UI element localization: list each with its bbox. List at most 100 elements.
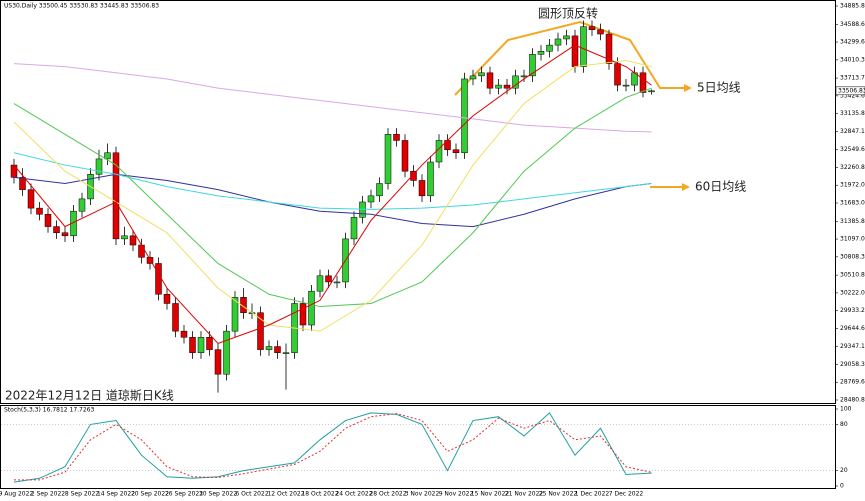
- candle-body: [257, 312, 264, 350]
- annotation: 60日均线: [695, 180, 746, 194]
- candle-body: [495, 84, 502, 89]
- y-tick-label: 31972.00: [840, 182, 865, 189]
- candle-body: [172, 303, 179, 332]
- candle-body: [325, 275, 332, 283]
- y-tick-label: 29933.25: [840, 307, 865, 314]
- candle-body: [410, 170, 417, 181]
- y-tick-label: 31097.00: [840, 236, 865, 243]
- x-tick-label: 9 Nov 2022: [439, 491, 474, 498]
- candle-body: [367, 195, 375, 203]
- candle-body: [197, 337, 205, 353]
- candle-body: [529, 54, 536, 77]
- arrow-head: [684, 84, 692, 92]
- y-tick-label: 33135.85: [840, 110, 865, 117]
- x-tick-label: 6 Oct 2022: [235, 491, 268, 498]
- candle-body: [520, 75, 528, 78]
- candle-body: [189, 337, 196, 353]
- candle-body: [299, 303, 307, 326]
- x-tick-label: 25 Nov 2022: [539, 491, 578, 498]
- x-tick-label: 3 Nov 2022: [405, 491, 440, 498]
- y-tick-label: 29347.10: [840, 343, 865, 350]
- candle-body: [563, 35, 570, 40]
- candle-body: [648, 90, 655, 93]
- series-line: [14, 413, 652, 481]
- candle-body: [418, 180, 426, 197]
- y-tick-label: 32847.10: [840, 128, 865, 135]
- candle-body: [503, 84, 511, 89]
- series-line: [13, 63, 652, 133]
- x-tick-label: 28 Oct 2022: [369, 491, 406, 498]
- series-line: [13, 173, 652, 228]
- candle-body: [240, 297, 247, 313]
- x-tick-label: 14 Sep 2022: [97, 491, 135, 498]
- candle-body: [333, 281, 341, 284]
- candle-body: [155, 263, 162, 295]
- arrow-head: [682, 183, 690, 191]
- candle-body: [44, 214, 52, 227]
- annotation: 2022年12月12日 道琼斯日K线: [5, 388, 174, 403]
- candle-body: [265, 346, 273, 350]
- candle-body: [384, 134, 392, 184]
- x-tick-label: 21 Nov 2022: [505, 491, 544, 498]
- candle-body: [427, 161, 434, 197]
- candle-body: [61, 232, 69, 237]
- candle-body: [36, 207, 43, 215]
- price-label: 33506.83: [838, 87, 865, 94]
- candle-body: [622, 84, 630, 87]
- x-tick-label: 12 Oct 2022: [267, 491, 304, 498]
- candle-body: [53, 226, 60, 233]
- x-tick-label: 20 Sep 2022: [131, 491, 169, 498]
- candle-body: [461, 78, 468, 154]
- y-tick-label: 34885.85: [840, 3, 865, 10]
- x-tick-label: 24 Oct 2022: [335, 491, 372, 498]
- candle-body: [478, 72, 485, 77]
- y-tick-label: 30510.85: [840, 272, 865, 279]
- candle-body: [19, 177, 26, 190]
- y-tick-label: 80: [840, 421, 848, 428]
- series-line: [13, 87, 652, 308]
- candle-body: [546, 44, 553, 52]
- y-tick-label: 28769.60: [840, 379, 865, 386]
- series-line: [13, 44, 652, 345]
- candle-body: [274, 346, 281, 353]
- x-tick-label: 8 Sep 2022: [65, 491, 99, 498]
- candle-body: [580, 26, 587, 67]
- y-tick-label: 32549.60: [840, 146, 865, 153]
- arc-arrow: [454, 20, 688, 96]
- candle-body: [469, 75, 477, 80]
- series-line: [13, 59, 652, 332]
- series-line: [13, 412, 652, 483]
- annotation-arrows: [454, 20, 692, 191]
- y-tick-label: 28480.85: [840, 397, 865, 404]
- price-box: [835, 86, 865, 96]
- x-tick-label: 15 Nov 2022: [471, 491, 510, 498]
- candle-body: [605, 33, 613, 64]
- y-tick-label: 34010.35: [840, 56, 865, 63]
- y-tick-label: 34588.65: [840, 21, 865, 28]
- candle-body: [376, 183, 383, 197]
- candle-body: [512, 75, 519, 89]
- y-tick-label: 100: [840, 406, 852, 413]
- candle-body: [308, 290, 315, 326]
- candle-body: [27, 189, 35, 209]
- candle-body: [214, 349, 222, 375]
- candle-body: [588, 26, 596, 30]
- y-tick-label: 29644.60: [840, 325, 865, 332]
- candle-body: [614, 63, 621, 86]
- x-tick-label: 26 Sep 2022: [165, 491, 203, 498]
- candle-body: [138, 244, 145, 258]
- y-tick-label: 20: [840, 467, 848, 474]
- y-tick-label: 0: [840, 483, 844, 490]
- candle-body: [78, 198, 86, 212]
- candle-body: [231, 297, 239, 332]
- y-tick-label: 31385.80: [840, 218, 865, 225]
- x-tick-label: 7 Dec 2022: [609, 491, 644, 498]
- candle-body: [452, 149, 460, 154]
- x-tick-label: 29 Aug 2022: [0, 491, 33, 498]
- y-tick-label: 32260.85: [840, 164, 865, 171]
- y-tick-label: 33424.60: [840, 92, 865, 99]
- y-tick-label: 31683.00: [840, 200, 865, 207]
- candle-body: [282, 352, 290, 354]
